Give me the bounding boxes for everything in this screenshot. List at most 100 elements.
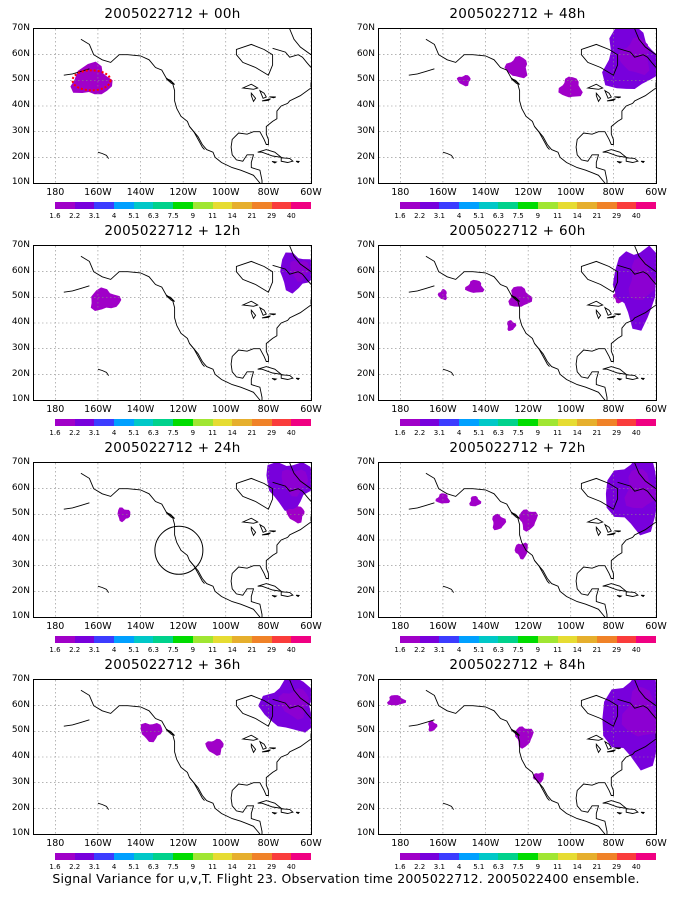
colorbar-label: 11 xyxy=(553,429,562,437)
coastline xyxy=(595,91,602,103)
lon-tick-label: 160W xyxy=(429,621,457,632)
lat-tick-label: 30N xyxy=(356,342,375,353)
lon-tick-label: 60W xyxy=(300,404,322,415)
coastline xyxy=(189,560,205,584)
lat-tick-label: 30N xyxy=(11,776,30,787)
variance-blob xyxy=(465,279,485,293)
coastline xyxy=(534,126,550,150)
coastline xyxy=(63,719,90,727)
coastline xyxy=(606,749,616,753)
colorbar-label: 40 xyxy=(631,863,641,871)
colorbar-swatch xyxy=(133,202,154,209)
variance-blob-core xyxy=(278,688,309,720)
coastline xyxy=(602,800,628,809)
coastline xyxy=(63,68,90,76)
colorbar-label: 2.2 xyxy=(69,429,81,437)
variance-blob xyxy=(508,286,533,307)
lat-tick-label: 20N xyxy=(356,151,375,162)
lat-tick-label: 50N xyxy=(356,725,375,736)
colorbar-swatch xyxy=(192,419,213,426)
colorbar-label: 5.1 xyxy=(128,646,140,654)
colorbar-label: 29 xyxy=(612,646,622,654)
colorbar-swatch xyxy=(557,636,578,643)
variance-blob xyxy=(435,493,451,504)
colorbar-label: 2.2 xyxy=(414,429,426,437)
coastline xyxy=(230,304,311,400)
colorbar-label: 2.2 xyxy=(414,646,426,654)
variance-blob xyxy=(140,722,163,743)
target-circle xyxy=(154,525,204,575)
coastline xyxy=(235,694,274,727)
variance-blob xyxy=(558,76,583,98)
lon-tick-label: 100W xyxy=(212,838,240,849)
colorbar-label: 9 xyxy=(190,646,196,654)
colorbar xyxy=(55,419,311,426)
coastline xyxy=(269,313,276,316)
lon-tick-label: 100W xyxy=(212,187,240,198)
lat-tick-label: 10N xyxy=(356,394,375,405)
coastline xyxy=(250,525,257,537)
map-panel: 2005022712 + 48h 70N 60N 50N 40N 30N 20N 10N 180… xyxy=(345,6,690,222)
coastline xyxy=(280,374,294,380)
colorbar-label: 7.5 xyxy=(512,646,524,654)
colorbar-label: 5.1 xyxy=(128,863,140,871)
colorbar-label: 14 xyxy=(572,429,582,437)
coastline xyxy=(510,729,520,736)
colorbar-label: 7.5 xyxy=(512,863,524,871)
coastline xyxy=(580,43,619,76)
lon-tick-label: 180 xyxy=(391,838,410,849)
lon-tick-label: 60W xyxy=(300,838,322,849)
colorbar-label: 7.5 xyxy=(167,863,179,871)
coastline xyxy=(261,532,271,536)
colorbar-label: 6.3 xyxy=(492,863,505,871)
lon-tick-label: 100W xyxy=(557,621,585,632)
panel-title: 2005022712 + 48h xyxy=(449,6,586,22)
lat-tick-label: 20N xyxy=(356,585,375,596)
panel-title: 2005022712 + 84h xyxy=(449,657,586,673)
colorbar-label: 40 xyxy=(631,646,641,654)
lat-tick-label: 50N xyxy=(356,291,375,302)
map-svg xyxy=(379,463,656,617)
map-panel: 2005022712 + 72h 70N 60N 50N 40N 30N 20N 10N 180… xyxy=(345,440,690,656)
colorbar-label: 9 xyxy=(535,212,541,220)
coastline xyxy=(510,512,520,519)
variance-blob xyxy=(514,726,534,749)
coastline xyxy=(289,680,311,707)
colorbar-label: 4 xyxy=(111,863,117,871)
map-frame xyxy=(33,462,312,618)
lon-tick-label: 180 xyxy=(46,838,65,849)
colorbar-label: 1.6 xyxy=(394,863,406,871)
coastline xyxy=(408,285,435,293)
coastline xyxy=(271,811,278,815)
coastline xyxy=(625,591,639,597)
colorbar-swatch xyxy=(212,202,233,209)
colorbar-swatch xyxy=(114,636,134,643)
colorbar-label: 3.1 xyxy=(433,429,445,437)
lon-tick-label: 120W xyxy=(169,838,197,849)
colorbar-label: 3.1 xyxy=(88,863,100,871)
lon-tick-label: 140W xyxy=(126,187,155,198)
lon-tick-label: 60W xyxy=(645,187,667,198)
lat-tick-label: 30N xyxy=(11,559,30,570)
lon-tick-label: 140W xyxy=(126,838,155,849)
coastline xyxy=(271,594,278,598)
colorbar-swatch xyxy=(55,636,75,643)
colorbar-label: 1.6 xyxy=(394,429,406,437)
lat-tick-label: 50N xyxy=(11,508,30,519)
coastline xyxy=(595,742,602,754)
map-svg xyxy=(379,246,656,400)
colorbar-swatch xyxy=(419,202,440,209)
colorbar-swatch xyxy=(291,636,311,643)
coastline xyxy=(634,463,656,490)
colorbar-label: 21 xyxy=(592,646,602,654)
coastline xyxy=(235,43,274,76)
colorbar-swatch xyxy=(271,419,292,426)
colorbar-label: 7.5 xyxy=(512,429,524,437)
lat-tick-label: 60N xyxy=(11,699,30,710)
lon-tick-label: 120W xyxy=(514,187,542,198)
lat-tick-label: 50N xyxy=(356,74,375,85)
lat-tick-label: 70N xyxy=(356,240,375,250)
colorbar xyxy=(400,853,656,860)
coastline xyxy=(165,295,175,302)
coastline xyxy=(602,583,628,592)
